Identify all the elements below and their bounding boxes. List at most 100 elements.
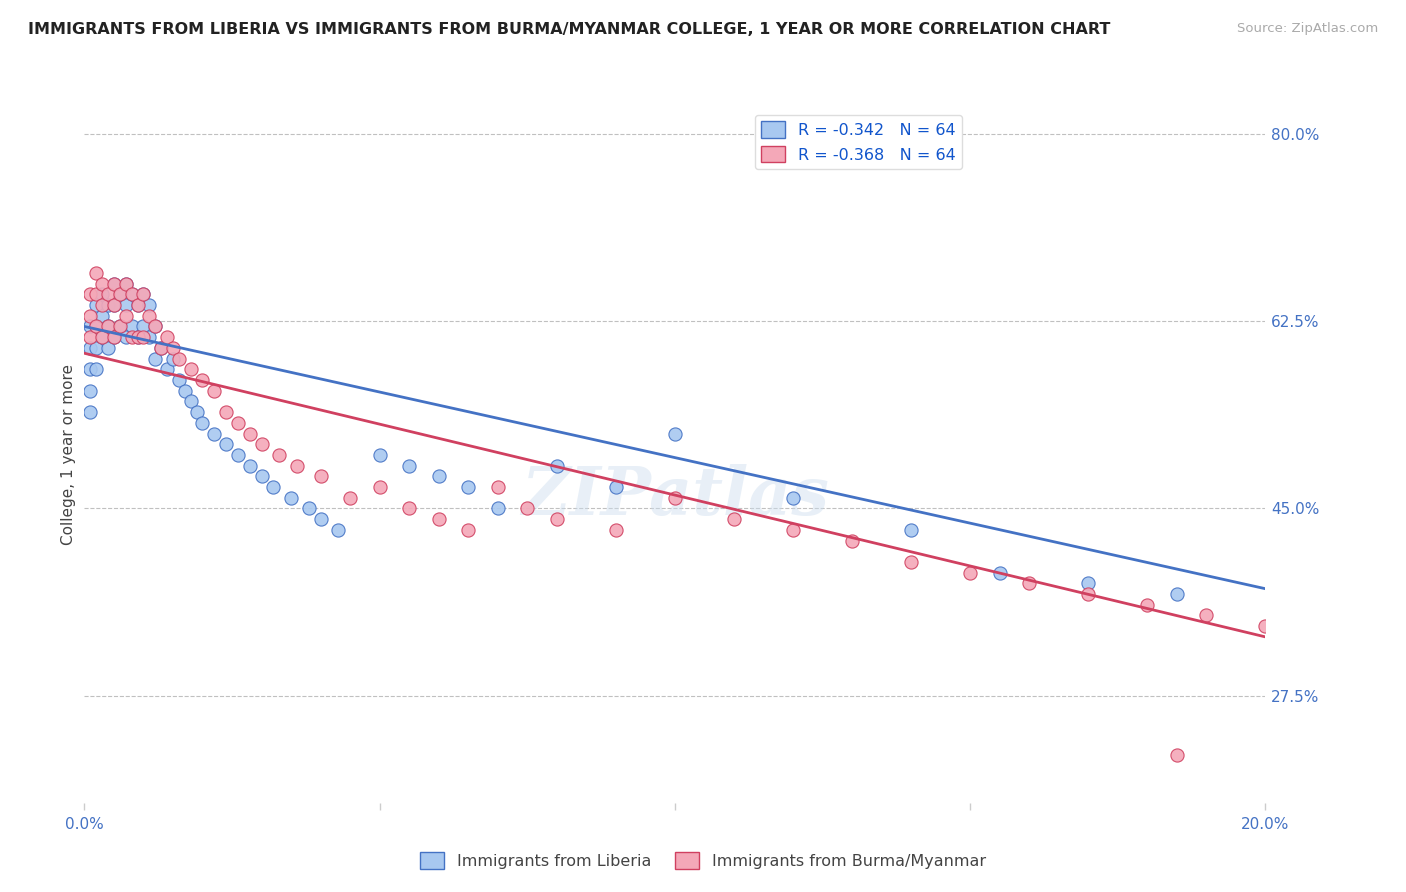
Point: [91, 298, 114, 312]
Point: [162, 351, 184, 366]
Point: [97, 287, 120, 301]
Point: [91, 330, 114, 344]
Point: [97, 319, 120, 334]
Point: [262, 480, 284, 494]
Point: [138, 298, 160, 312]
Point: [298, 501, 321, 516]
Point: [1077, 576, 1099, 591]
Point: [84, 319, 107, 334]
Point: [782, 491, 804, 505]
Point: [156, 330, 179, 344]
Point: [79, 384, 101, 398]
Point: [132, 287, 155, 301]
Point: [143, 351, 166, 366]
Legend: Immigrants from Liberia, Immigrants from Burma/Myanmar: Immigrants from Liberia, Immigrants from…: [413, 846, 993, 875]
Point: [121, 319, 143, 334]
Point: [127, 330, 149, 344]
Point: [132, 319, 155, 334]
Point: [114, 330, 136, 344]
Point: [605, 480, 627, 494]
Point: [239, 426, 262, 441]
Point: [173, 384, 195, 398]
Point: [1018, 576, 1040, 591]
Point: [108, 319, 131, 334]
Text: ZIPatlas: ZIPatlas: [522, 464, 828, 529]
Point: [127, 330, 149, 344]
Point: [167, 373, 190, 387]
Point: [79, 319, 101, 334]
Point: [114, 309, 136, 323]
Point: [97, 341, 120, 355]
Point: [108, 287, 131, 301]
Point: [150, 341, 173, 355]
Point: [1166, 587, 1188, 601]
Point: [84, 362, 107, 376]
Point: [156, 362, 179, 376]
Point: [91, 330, 114, 344]
Point: [138, 309, 160, 323]
Point: [97, 319, 120, 334]
Point: [79, 362, 101, 376]
Point: [79, 341, 101, 355]
Point: [226, 448, 249, 462]
Point: [103, 330, 125, 344]
Point: [108, 319, 131, 334]
Point: [1313, 640, 1336, 655]
Point: [486, 480, 509, 494]
Point: [79, 330, 101, 344]
Point: [143, 319, 166, 334]
Point: [132, 287, 155, 301]
Point: [239, 458, 262, 473]
Point: [398, 501, 420, 516]
Point: [328, 523, 350, 537]
Point: [132, 330, 155, 344]
Point: [186, 405, 208, 419]
Point: [79, 405, 101, 419]
Point: [103, 277, 125, 291]
Point: [150, 341, 173, 355]
Point: [269, 448, 291, 462]
Point: [215, 405, 238, 419]
Point: [309, 469, 332, 483]
Point: [1136, 598, 1159, 612]
Point: [97, 298, 120, 312]
Point: [84, 298, 107, 312]
Point: [84, 266, 107, 280]
Point: [900, 523, 922, 537]
Legend: R = -0.342   N = 64, R = -0.368   N = 64: R = -0.342 N = 64, R = -0.368 N = 64: [755, 115, 962, 169]
Point: [1166, 747, 1188, 762]
Point: [1195, 608, 1218, 623]
Point: [121, 287, 143, 301]
Point: [180, 362, 202, 376]
Point: [457, 523, 479, 537]
Point: [250, 437, 273, 451]
Point: [103, 298, 125, 312]
Point: [368, 480, 391, 494]
Point: [457, 480, 479, 494]
Point: [108, 287, 131, 301]
Point: [79, 309, 101, 323]
Point: [91, 277, 114, 291]
Point: [127, 298, 149, 312]
Point: [546, 458, 568, 473]
Point: [900, 555, 922, 569]
Point: [280, 491, 302, 505]
Point: [91, 309, 114, 323]
Text: IMMIGRANTS FROM LIBERIA VS IMMIGRANTS FROM BURMA/MYANMAR COLLEGE, 1 YEAR OR MORE: IMMIGRANTS FROM LIBERIA VS IMMIGRANTS FR…: [28, 22, 1111, 37]
Point: [285, 458, 308, 473]
Point: [546, 512, 568, 526]
Point: [127, 298, 149, 312]
Point: [215, 437, 238, 451]
Point: [959, 566, 981, 580]
Point: [114, 298, 136, 312]
Point: [339, 491, 361, 505]
Point: [664, 426, 686, 441]
Point: [167, 351, 190, 366]
Point: [84, 287, 107, 301]
Point: [84, 319, 107, 334]
Point: [1284, 630, 1306, 644]
Point: [84, 341, 107, 355]
Point: [368, 448, 391, 462]
Point: [486, 501, 509, 516]
Point: [605, 523, 627, 537]
